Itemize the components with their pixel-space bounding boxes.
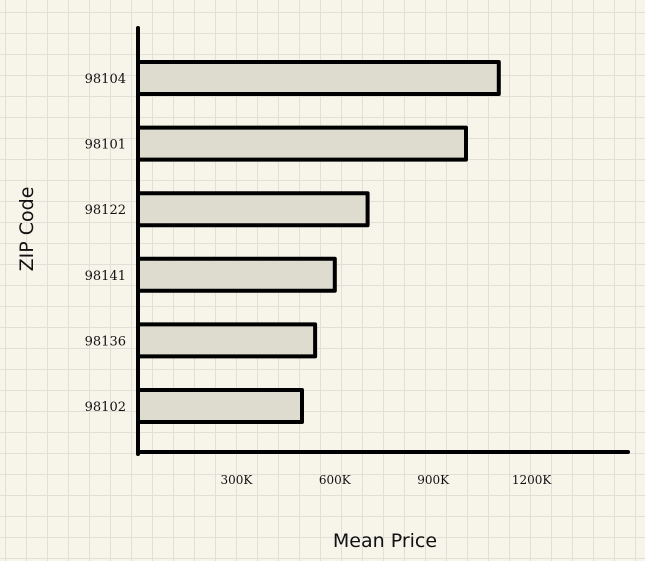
category-label: 98102 [85,400,126,415]
category-label: 98101 [85,138,126,153]
x-tick-label: 1200K [512,473,553,487]
x-tick-label: 900K [417,473,450,487]
x-tick-label: 600K [319,473,352,487]
bar-98104 [136,60,501,96]
bar-98101 [136,125,468,162]
axes [136,26,630,456]
category-label: 98104 [85,72,126,87]
y-axis-title: ZIP Code [16,187,38,272]
category-label: 98136 [85,334,126,349]
x-tick-label: 300K [220,473,253,487]
bars [136,60,501,424]
bar-98136 [136,322,318,359]
category-labels: 98104 98101 98122 98141 98136 98102 [85,72,126,415]
x-tick-labels: 300K 600K 900K 1200K [220,473,552,487]
x-axis-title: Mean Price [333,530,437,552]
category-label: 98122 [85,203,126,218]
bar-98122 [136,191,370,228]
bar-98141 [136,256,337,293]
category-label: 98141 [85,269,126,284]
bar-98102 [136,388,304,424]
